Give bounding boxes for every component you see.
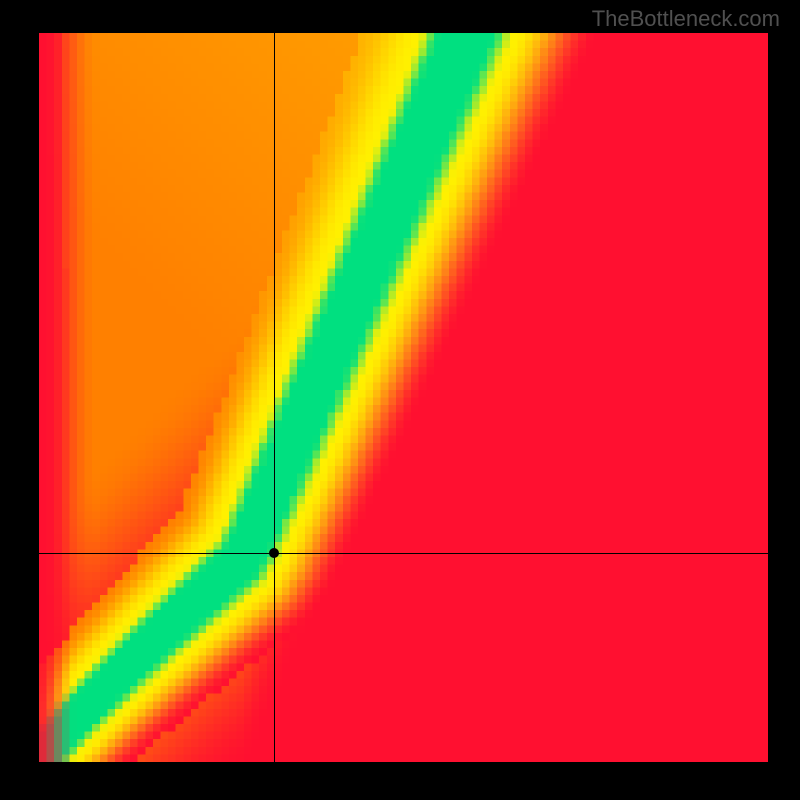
watermark-text: TheBottleneck.com [592, 6, 780, 32]
crosshair-marker-dot [269, 548, 279, 558]
heatmap-canvas [39, 33, 768, 762]
crosshair-vertical [274, 33, 275, 762]
crosshair-horizontal [39, 553, 768, 554]
heatmap-plot [39, 33, 768, 762]
